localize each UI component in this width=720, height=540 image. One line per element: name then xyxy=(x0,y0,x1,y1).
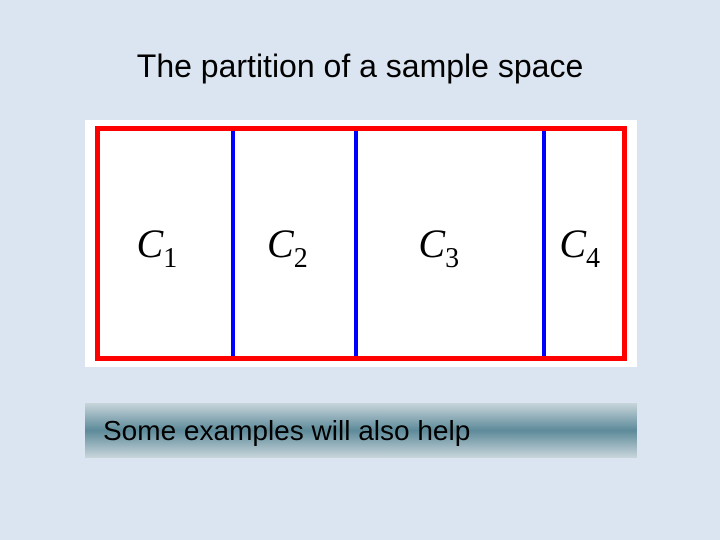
partition-cell-subscript: 2 xyxy=(294,243,308,274)
partition-cell-letter: C xyxy=(137,221,164,266)
slide: The partition of a sample space C1C2C3C4… xyxy=(0,0,720,540)
partition-cell-letter: C xyxy=(267,221,294,266)
slide-title: The partition of a sample space xyxy=(0,48,720,85)
slide-title-text: The partition of a sample space xyxy=(137,48,583,84)
partition-cell-letter: C xyxy=(559,221,586,266)
partition-cell-label: C1 xyxy=(137,220,178,267)
partition-diagram: C1C2C3C4 xyxy=(85,120,637,367)
partition-cell-letter: C xyxy=(418,221,445,266)
partition-divider xyxy=(231,131,235,356)
partition-cell-label: C4 xyxy=(559,220,600,267)
partition-cell-subscript: 4 xyxy=(586,243,600,274)
partition-cell-subscript: 3 xyxy=(445,243,459,274)
partition-divider xyxy=(354,131,358,356)
caption-text: Some examples will also help xyxy=(103,415,470,447)
partition-cell-subscript: 1 xyxy=(163,243,177,274)
partition-cell-label: C2 xyxy=(267,220,308,267)
partition-divider xyxy=(542,131,546,356)
caption-bar: Some examples will also help xyxy=(85,403,637,458)
partition-cell-label: C3 xyxy=(418,220,459,267)
